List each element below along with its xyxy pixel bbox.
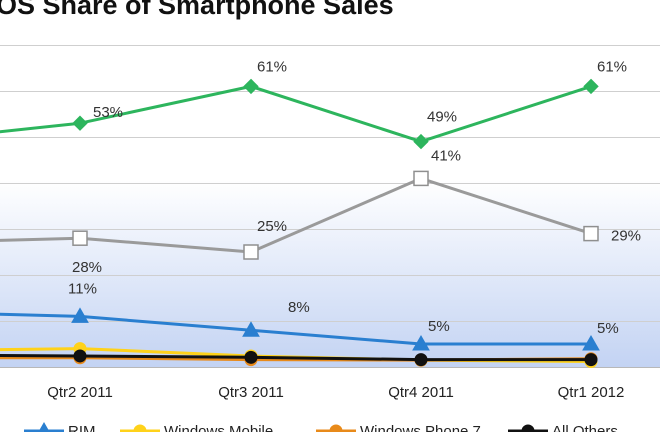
series-group — [0, 78, 600, 368]
data-point-marker — [583, 225, 599, 242]
legend-item: Windows Phone 7 — [316, 423, 481, 432]
data-point-marker — [133, 424, 147, 432]
series — [0, 349, 598, 367]
data-point-marker — [413, 133, 429, 150]
data-point-marker — [243, 244, 259, 260]
data-point-marker — [521, 424, 535, 432]
series — [0, 307, 600, 351]
legend-label: RIM — [68, 423, 96, 432]
data-label: 11% — [68, 280, 97, 297]
data-label: 25% — [257, 218, 287, 235]
legend-label: All Others — [552, 423, 618, 432]
gridlines — [0, 45, 660, 368]
x-tick-label: Qtr1 2012 — [558, 384, 625, 401]
data-point-marker — [71, 307, 89, 323]
x-axis-tick-labels: Qtr2 2011 Qtr3 2011 Qtr4 2011 Qtr1 2012 — [47, 384, 624, 401]
data-point-marker — [582, 334, 600, 351]
data-label: 5% — [597, 320, 619, 337]
data-label: 41% — [431, 147, 461, 164]
data-point-marker — [38, 421, 50, 432]
data-point-marker — [413, 170, 429, 187]
legend-label: Windows Phone 7 — [360, 423, 481, 432]
legend-item: All Others — [508, 423, 618, 432]
x-tick-label: Qtr3 2011 — [218, 384, 284, 401]
data-label: 5% — [428, 318, 450, 335]
data-label: 28% — [72, 259, 102, 276]
series — [0, 170, 599, 260]
data-label: 29% — [611, 228, 641, 245]
legend-item: Windows Mobile — [120, 423, 273, 432]
data-point-marker — [73, 349, 87, 363]
data-point-marker — [584, 353, 598, 367]
data-point-marker — [244, 350, 258, 364]
data-point-marker — [242, 321, 260, 337]
x-tick-label: Qtr4 2011 — [388, 384, 454, 401]
data-point-marker — [583, 78, 599, 95]
data-point-marker — [72, 230, 88, 246]
data-label: 8% — [288, 299, 310, 316]
data-labels: 53% 61% 49% 61% 28% 25% 41% 29% 11% 8% 5% 5% — [68, 58, 641, 337]
chart-title: OS Share of Smartphone Sales — [0, 0, 394, 20]
data-label: 61% — [597, 58, 627, 75]
x-tick-label: Qtr2 2011 — [47, 384, 113, 401]
series — [0, 78, 599, 150]
data-label: 53% — [93, 104, 123, 121]
data-point-marker — [72, 115, 88, 131]
legend-label: Windows Mobile — [164, 423, 273, 432]
data-point-marker — [412, 334, 430, 351]
data-point-marker — [414, 353, 428, 367]
legend-item: RIM — [24, 421, 96, 432]
data-label: 61% — [257, 58, 287, 75]
data-point-marker — [243, 78, 259, 95]
data-label: 49% — [427, 109, 457, 126]
data-point-marker — [329, 424, 343, 432]
